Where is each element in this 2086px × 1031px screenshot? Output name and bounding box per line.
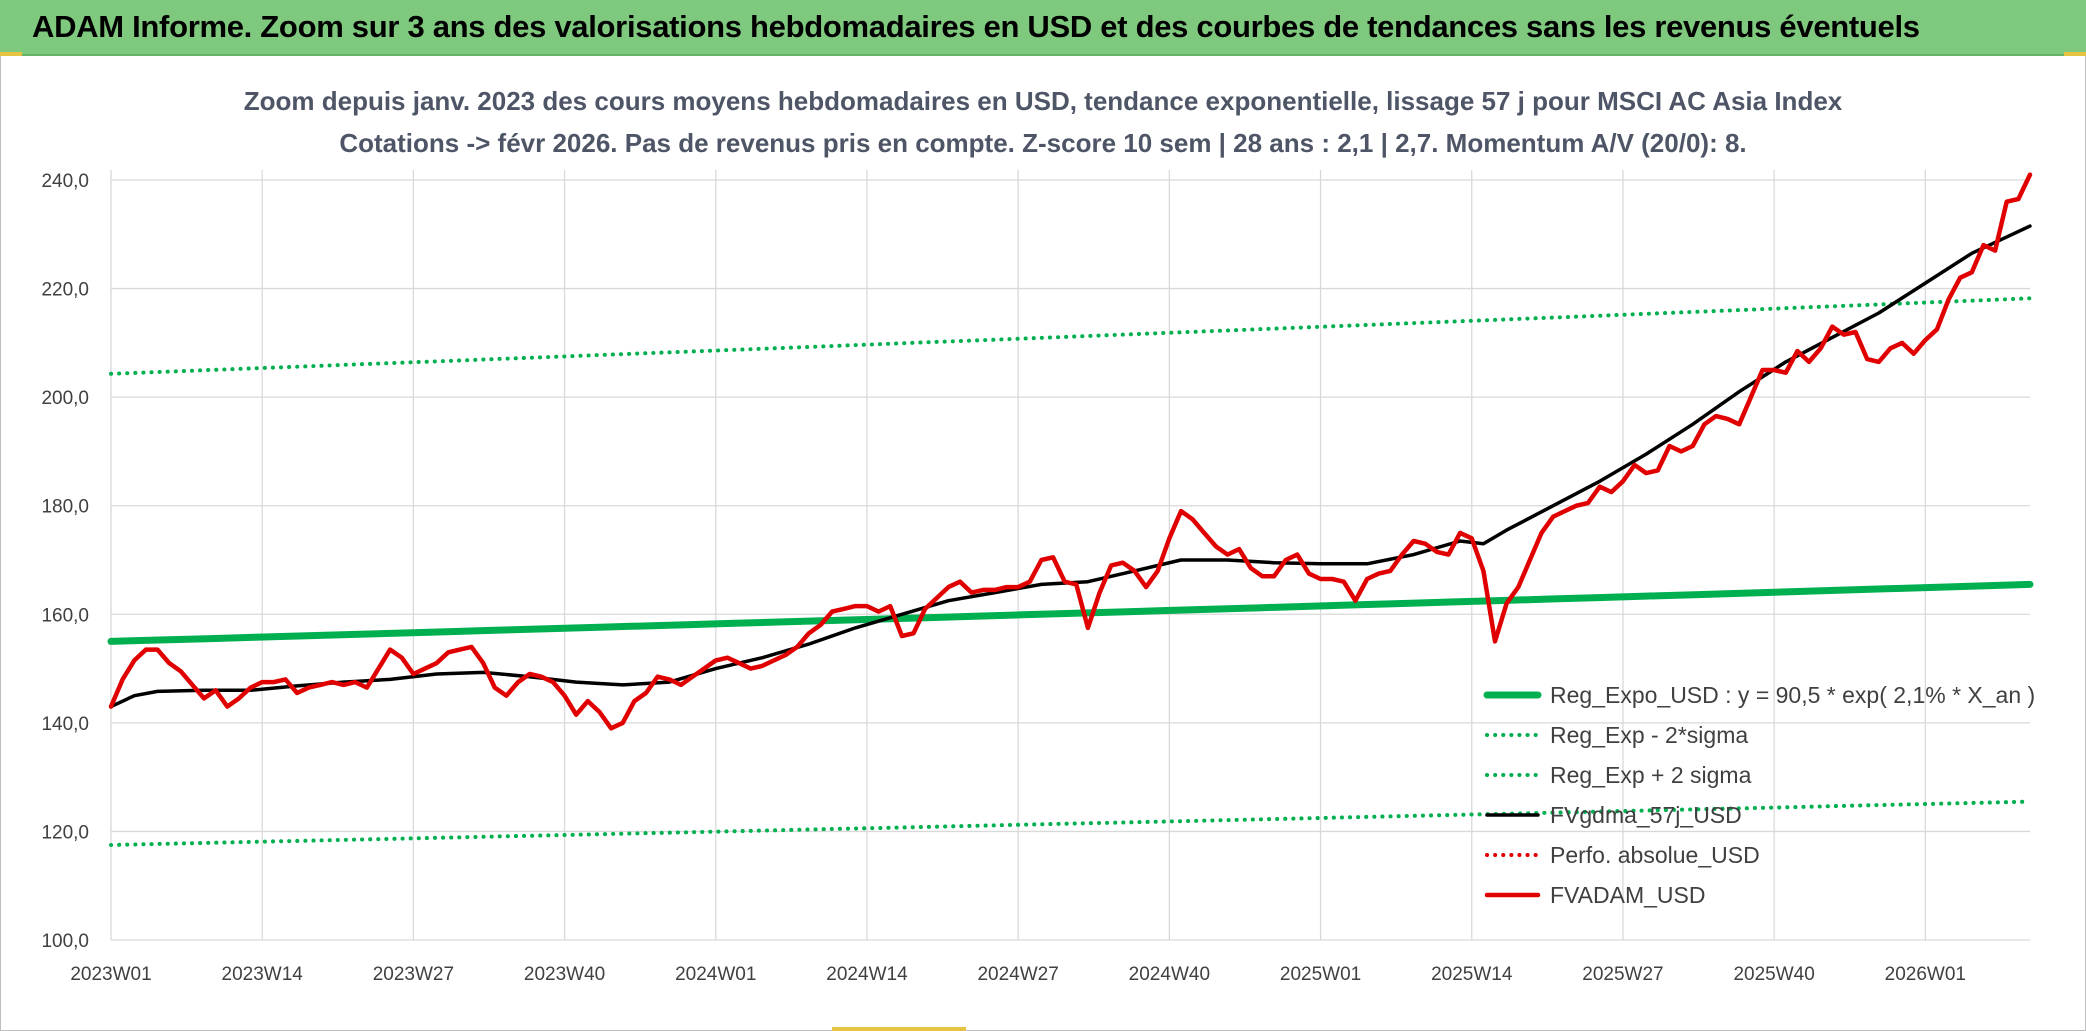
- trend-line: [107, 580, 2034, 645]
- upper-band-line: [109, 296, 2032, 376]
- x-tick-label: 2023W27: [373, 964, 454, 985]
- chart-subtitle-line-1: Zoom depuis janv. 2023 des cours moyens …: [244, 86, 1843, 116]
- chart-subtitle-line-2: Cotations -> févr 2026. Pas de revenus p…: [339, 128, 1746, 158]
- price-line: [108, 172, 2033, 731]
- lower-band-line: [109, 799, 2032, 847]
- legend-item-fvgdma-label: FVgdma_57j_USD: [1550, 802, 1742, 828]
- x-tick-label: 2025W40: [1733, 964, 1814, 985]
- y-tick-label: 220,0: [41, 280, 89, 301]
- series-lines: [107, 172, 2034, 847]
- y-tick-label: 200,0: [41, 388, 89, 409]
- y-tick-label: 120,0: [41, 822, 89, 843]
- banner-accent-right: [2064, 52, 2086, 56]
- report-banner: ADAM Informe. Zoom sur 3 ans des valoris…: [0, 0, 2086, 56]
- x-tick-label: 2024W14: [826, 964, 908, 985]
- banner-accent-left: [0, 52, 22, 56]
- bottom-accent: [832, 1027, 966, 1031]
- y-tick-label: 140,0: [41, 714, 89, 735]
- x-tick-label: 2025W27: [1582, 964, 1663, 985]
- x-tick-label: 2024W01: [675, 964, 756, 985]
- grid-lines: [110, 170, 2030, 941]
- y-tick-label: 160,0: [41, 605, 89, 626]
- y-axis-labels: 100,0 120,0 140,0 160,0 180,0 200,0 220,0 240,0: [41, 171, 89, 952]
- legend-item-perfo-absolue-label: Perfo. absolue_USD: [1550, 842, 1760, 868]
- y-tick-label: 240,0: [41, 171, 89, 192]
- x-tick-label: 2023W14: [222, 964, 304, 985]
- legend-item-reg-expo-label: Reg_Expo_USD : y = 90,5 * exp( 2,1% * X_…: [1550, 682, 2035, 708]
- x-tick-label: 2024W27: [977, 964, 1058, 985]
- report-title: ADAM Informe. Zoom sur 3 ans des valoris…: [32, 9, 1920, 44]
- legend-item-fvadam-label: FVADAM_USD: [1550, 882, 1706, 908]
- x-tick-label: 2023W40: [524, 964, 605, 985]
- x-tick-label: 2025W14: [1431, 964, 1513, 985]
- x-tick-label: 2024W40: [1129, 964, 1210, 985]
- y-tick-label: 180,0: [41, 497, 89, 518]
- legend: Reg_Expo_USD : y = 90,5 * exp( 2,1% * X_…: [1483, 682, 2035, 908]
- x-tick-label: 2023W01: [70, 964, 151, 985]
- legend-item-reg-plus-2sigma-label: Reg_Exp + 2 sigma: [1550, 762, 1752, 788]
- x-tick-label: 2026W01: [1885, 964, 1966, 985]
- x-axis-labels: 2023W01 2023W14 2023W27 2023W40 2024W01 2024W…: [70, 964, 1966, 985]
- x-tick-label: 2025W01: [1280, 964, 1361, 985]
- legend-item-reg-minus-2sigma-label: Reg_Exp - 2*sigma: [1550, 722, 1748, 748]
- y-tick-label: 100,0: [41, 931, 89, 952]
